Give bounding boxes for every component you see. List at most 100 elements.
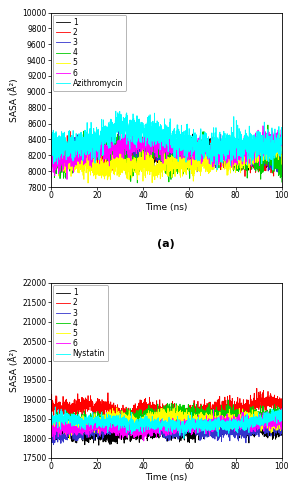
2 [155,150,159,156]
4 [155,415,159,421]
Nystatin [155,418,159,424]
Nystatin [61,413,64,419]
Nystatin [274,410,277,416]
Y-axis label: SASA (Å²): SASA (Å²) [10,78,19,122]
Nystatin [273,412,277,418]
1 [49,142,52,148]
3 [61,434,64,440]
5 [175,402,179,408]
3 [280,158,284,164]
Nystatin [49,415,52,421]
1 [247,168,250,173]
Azithromycin [61,142,64,148]
4 [61,418,64,424]
6 [261,123,265,129]
3 [231,429,235,435]
Nystatin [231,418,235,424]
3 [124,414,128,420]
Azithromycin [280,140,284,145]
5 [231,148,234,154]
3 [155,146,159,152]
Line: 5: 5 [51,406,282,439]
6 [49,428,52,434]
3 [273,421,277,427]
2 [61,406,64,412]
6 [161,429,165,435]
5 [273,418,277,424]
Line: Azithromycin: Azithromycin [51,111,282,170]
4 [280,409,284,415]
5 [280,417,284,423]
1 [280,430,284,436]
Line: 3: 3 [51,130,282,174]
2 [280,405,284,411]
1 [273,432,277,438]
3 [49,138,52,144]
3 [49,438,52,444]
4 [273,149,277,155]
Line: 3: 3 [51,416,282,444]
5 [274,417,277,423]
1 [273,164,277,170]
1 [49,426,52,432]
Line: 4: 4 [51,400,282,434]
4 [231,414,235,420]
Azithromycin [231,146,234,152]
3 [61,149,64,155]
2 [61,154,64,160]
3 [273,152,277,158]
4 [280,179,284,185]
Azithromycin [273,151,277,157]
Azithromycin [271,167,275,173]
2 [231,151,234,157]
2 [155,406,159,412]
Line: 1: 1 [51,134,282,170]
6 [155,421,159,427]
1 [61,437,64,443]
6 [65,176,69,182]
2 [243,174,247,180]
Line: 4: 4 [51,125,282,183]
X-axis label: Time (ns): Time (ns) [145,203,187,212]
6 [61,424,64,430]
6 [231,416,234,422]
5 [155,414,159,420]
4 [274,165,277,171]
5 [161,410,165,416]
Line: 1: 1 [51,418,282,445]
5 [155,166,159,172]
Nystatin [161,418,165,424]
2 [118,426,122,432]
1 [155,429,159,435]
1 [155,160,159,166]
4 [161,410,165,416]
2 [280,154,284,160]
6 [231,148,234,154]
5 [280,161,284,167]
Nystatin [53,404,57,410]
2 [273,157,277,163]
Nystatin [182,436,186,442]
4 [49,148,52,154]
3 [52,442,55,448]
5 [68,436,71,442]
Line: 5: 5 [51,130,282,183]
4 [266,122,270,128]
6 [273,418,277,424]
3 [278,171,281,177]
2 [274,403,277,409]
6 [142,438,146,444]
Azithromycin [155,126,159,132]
4 [61,159,64,165]
Text: (a): (a) [157,240,175,250]
Azithromycin [161,143,165,149]
6 [280,135,284,141]
2 [274,164,277,170]
2 [49,156,52,162]
1 [274,425,277,431]
Y-axis label: SASA (Å²): SASA (Å²) [10,348,19,392]
5 [61,422,64,428]
X-axis label: Time (ns): Time (ns) [145,474,187,482]
5 [231,421,235,427]
Azithromycin [114,108,118,114]
